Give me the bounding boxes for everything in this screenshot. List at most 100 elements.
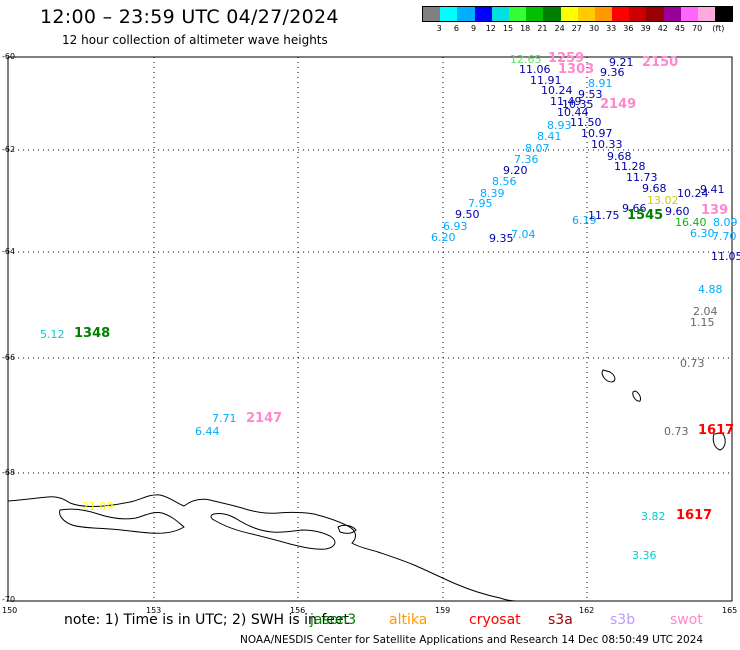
legend-labels: 3 6 9 12 15 18 21 24 27 30 33 36 39 42 45 70 (ft) — [422, 22, 733, 34]
legend-label: 30 — [588, 24, 600, 33]
mission-s3a: s3a — [548, 612, 573, 628]
wave-height-label: 4.88 — [698, 283, 723, 296]
wave-height-label: 3.36 — [632, 549, 657, 562]
legend-swatch — [594, 7, 613, 21]
wave-height-label: 1.15 — [690, 316, 715, 329]
lat-tick-label: -66 — [2, 353, 16, 362]
legend-label: 42 — [657, 24, 668, 33]
wave-height-label: 6.30 — [690, 227, 715, 240]
legend-label: 27 — [571, 24, 582, 33]
wave-height-label: 9.66 — [622, 202, 647, 215]
legend-swatch — [526, 7, 544, 21]
pass-time-label: 2150 — [642, 55, 679, 70]
wave-height-label: 7.36 — [514, 153, 539, 166]
lon-tick-label: 162 — [579, 606, 595, 615]
legend-label: 70 — [692, 24, 703, 33]
pass-time-label: 2149 — [600, 97, 637, 112]
wave-height-label: 9.36 — [600, 66, 625, 79]
legend-swatch — [440, 7, 458, 21]
legend-label: 3 — [436, 24, 442, 33]
wave-height-label: 9.50 — [455, 208, 480, 221]
lat-tick-label: -64 — [2, 247, 16, 256]
legend-label: 24 — [554, 24, 565, 33]
legend-label: 33 — [606, 24, 617, 33]
wave-height-label: 8.39 — [480, 187, 505, 200]
wave-height-label: 0.73 — [680, 357, 705, 370]
legend-swatch — [560, 7, 578, 21]
legend-swatch — [663, 7, 681, 21]
pass-time-label: 1545 — [627, 208, 664, 223]
legend-swatch — [629, 7, 647, 21]
wave-height-label: 10.44 — [557, 106, 589, 119]
wave-height-label: 12.65 — [510, 53, 542, 66]
mission-s3b: s3b — [610, 612, 636, 628]
wave-height-label: 8.09 — [713, 216, 738, 229]
wave-height-label: 7.71 — [212, 412, 237, 425]
wave-height-label: 10.97 — [581, 127, 613, 140]
graticule — [8, 57, 732, 601]
wave-height-label: 0.73 — [664, 425, 689, 438]
pass-time-label: 1348 — [74, 326, 111, 341]
legend-swatch — [457, 7, 475, 21]
pass-time-label: 1259 — [548, 51, 585, 66]
wave-height-label: 11.06 — [519, 63, 551, 76]
wave-height-label: 8.91 — [588, 77, 613, 90]
legend-label: 6 — [453, 24, 459, 33]
island-outline — [712, 432, 726, 451]
pass-time-label: 1617 — [676, 508, 713, 523]
legend-label: 9 — [471, 24, 477, 33]
wave-height-label: 3.82 — [641, 510, 666, 523]
legend-label: 21 — [537, 24, 548, 33]
wave-height-label: 7.95 — [468, 197, 493, 210]
wave-height-label: 2.04 — [693, 305, 718, 318]
legend-swatch — [612, 7, 630, 21]
legend-label: 12 — [485, 24, 496, 33]
wave-height-label: 6.19 — [572, 214, 597, 227]
wave-height-label: 21.09 — [82, 500, 114, 513]
coast-bay — [210, 513, 336, 550]
wave-height-label: 16.40 — [675, 216, 707, 229]
wave-height-label: 11.75 — [588, 209, 620, 222]
wave-height-label: 11.73 — [626, 171, 658, 184]
legend-swatch — [474, 7, 492, 21]
wave-height-label: 13.02 — [647, 194, 679, 207]
legend-label: 36 — [623, 24, 634, 33]
lon-tick-label: 153 — [146, 606, 162, 615]
lon-tick-label: 156 — [290, 606, 306, 615]
legend-swatch — [646, 7, 664, 21]
wave-height-label: 11.49 — [550, 95, 582, 108]
wave-height-label: 10.24 — [541, 84, 573, 97]
wave-height-label: 9.20 — [503, 164, 528, 177]
legend-swatch — [715, 7, 733, 21]
lon-tick-label: 150 — [2, 606, 18, 615]
wave-height-label: 9.41 — [700, 183, 725, 196]
legend-swatches — [422, 6, 734, 22]
legend-swatch — [508, 7, 527, 21]
color-legend: 3 6 9 12 15 18 21 24 27 30 33 36 39 42 45 70 (ft) — [422, 6, 734, 34]
pass-time-label: 139 — [701, 203, 729, 218]
wave-height-label: 10.33 — [591, 138, 623, 151]
lat-tick-label: -68 — [2, 468, 16, 477]
wave-height-label: 5.12 — [40, 328, 65, 341]
legend-swatch — [491, 7, 509, 21]
mission-swot: swot — [670, 612, 703, 628]
map-frame — [7, 56, 733, 602]
wave-height-label: 6.93 — [443, 220, 468, 233]
legend-label: 45 — [674, 24, 686, 33]
island-outline — [601, 369, 616, 383]
pass-time-label: 1303 — [558, 62, 595, 77]
wave-height-label: 11.05 — [711, 250, 740, 263]
legend-label: 15 — [502, 24, 514, 33]
wave-height-label: 6.20 — [431, 231, 456, 244]
wave-height-label: 7.70 — [712, 230, 737, 243]
wave-height-label: 8.56 — [492, 175, 517, 188]
pass-time-label: 2147 — [246, 411, 283, 426]
credit-line: NOAA/NESDIS Center for Satellite Applica… — [240, 634, 704, 646]
coast-spur — [337, 524, 357, 534]
legend-label: 18 — [520, 24, 531, 33]
lat-tick-label: -70 — [2, 595, 16, 604]
lon-tick-label: 165 — [722, 606, 738, 615]
wave-height-label: 8.41 — [537, 130, 562, 143]
wave-height-label: 6.44 — [195, 425, 220, 438]
